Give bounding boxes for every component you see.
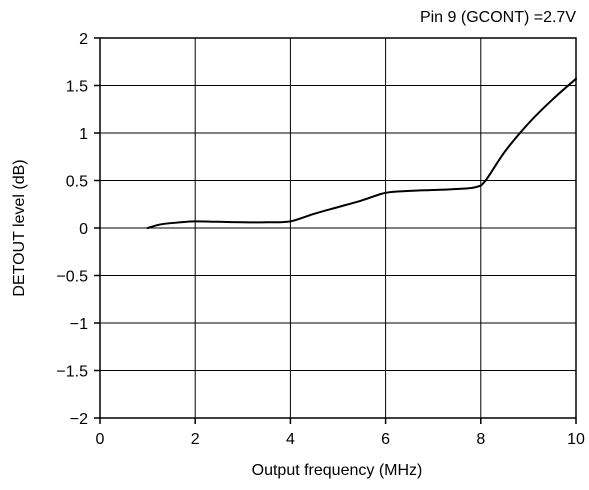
y-tick-label: 1 — [79, 126, 88, 143]
y-tick-label: 0 — [79, 221, 88, 238]
x-tick-label: 0 — [96, 431, 105, 448]
y-tick-label: −1.5 — [56, 364, 88, 381]
series-layer — [146, 77, 577, 229]
y-tick-label: 0.5 — [66, 174, 88, 191]
tick-marks — [94, 37, 577, 424]
y-tick-labels: 2 1.5 1 0.5 0 −0.5 −1 −1.5 −2 — [56, 31, 88, 428]
grid — [100, 38, 576, 418]
x-tick-label: 2 — [191, 431, 200, 448]
condition-annotation: Pin 9 (GCONT) =2.7V — [420, 9, 576, 26]
x-tick-label: 4 — [286, 431, 295, 448]
x-axis-label: Output frequency (MHz) — [252, 462, 423, 479]
x-tick-label: 10 — [567, 431, 585, 448]
x-tick-label: 8 — [476, 431, 485, 448]
y-axis-label: DETOUT level (dB) — [11, 159, 28, 296]
x-tick-label: 6 — [381, 431, 390, 448]
y-tick-label: 1.5 — [66, 79, 88, 96]
y-tick-label: −2 — [70, 411, 88, 428]
series-line — [146, 77, 577, 229]
x-tick-labels: 0 2 4 6 8 10 — [96, 431, 585, 448]
y-tick-label: −1 — [70, 316, 88, 333]
y-tick-label: −0.5 — [56, 269, 88, 286]
y-tick-label: 2 — [79, 31, 88, 48]
